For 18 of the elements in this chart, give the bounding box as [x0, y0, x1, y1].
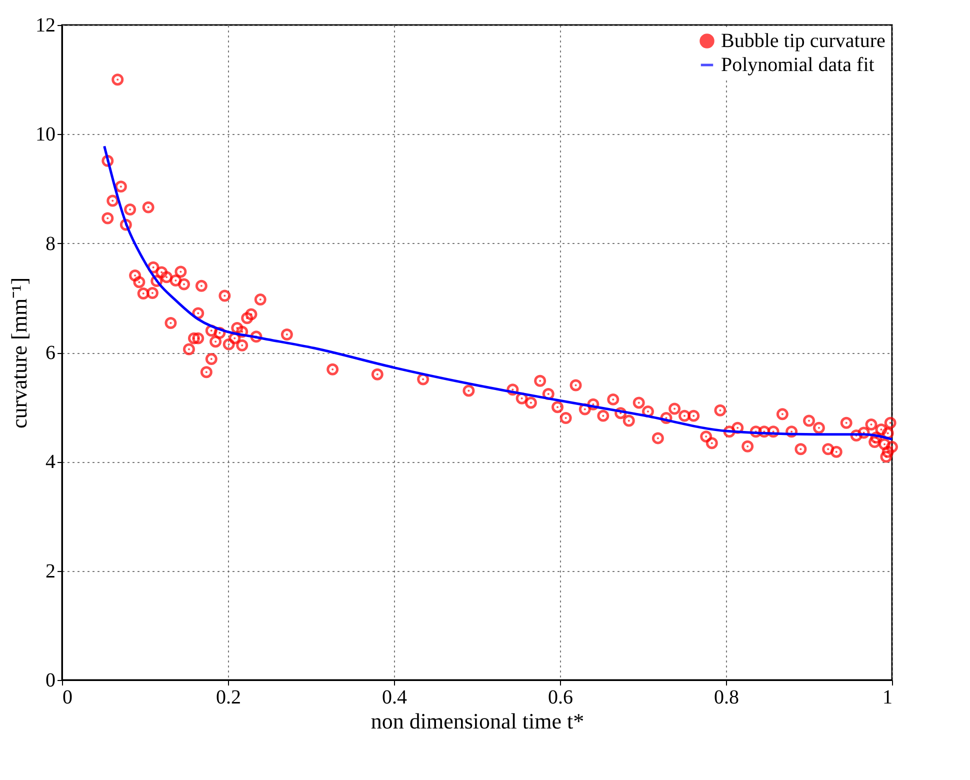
- legend-label: Bubble tip curvature: [721, 30, 886, 52]
- y-tick-label: 4: [46, 451, 56, 474]
- x-tick-label: 1: [882, 686, 892, 708]
- line-series: [103, 144, 894, 441]
- x-tick-label: 0.2: [216, 686, 241, 708]
- y-tick-label: 6: [46, 342, 56, 364]
- x-tick-label: 0: [62, 686, 72, 708]
- x-axis-title: non dimensional time t*: [370, 708, 584, 734]
- y-axis-title: curvature [mm⁻¹]: [6, 277, 32, 429]
- y-tick-label: 2: [46, 560, 56, 582]
- y-tick-label: 10: [36, 124, 56, 146]
- x-tick-label: 0.6: [548, 686, 573, 708]
- x-tick-label: 0.4: [382, 686, 407, 708]
- y-tick-label: 8: [46, 232, 56, 255]
- x-tick-label: 0.8: [714, 686, 739, 708]
- legend-label: Polynomial data fit: [721, 54, 875, 76]
- y-tick-label: 12: [36, 14, 56, 36]
- y-tick-label: 0: [46, 670, 56, 692]
